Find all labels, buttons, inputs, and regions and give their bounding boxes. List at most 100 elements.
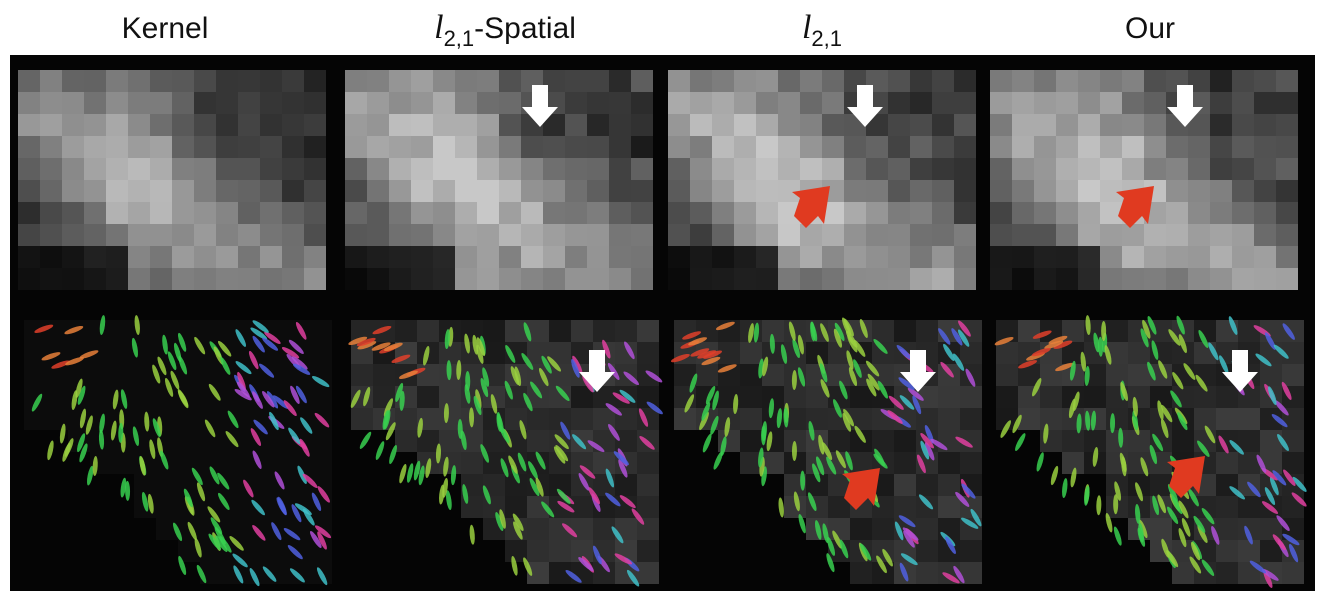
column-title: Our [1125,12,1175,45]
pixel [587,268,609,290]
pixel [345,70,367,92]
pixel [1254,268,1276,290]
pixel [690,246,712,268]
pixel [712,180,734,202]
pixel [565,136,587,158]
pixel [1172,430,1194,452]
pixel [527,540,549,562]
pixel [734,158,756,180]
pixel [417,364,439,386]
pixel [351,408,373,430]
pixel [288,562,310,584]
pixel [1106,320,1128,342]
pixel [888,202,910,224]
pixel [1100,136,1122,158]
pixel [282,70,304,92]
pixel [637,562,659,584]
pixel [800,158,822,180]
pixel [565,70,587,92]
pixel [1084,386,1106,408]
pixel [800,136,822,158]
pixel [1078,70,1100,92]
pixel [216,114,238,136]
pixel [888,92,910,114]
pixel [439,430,461,452]
pixel [778,114,800,136]
pixel [872,320,894,342]
pixel [178,430,200,452]
pixel [238,114,260,136]
pixel [62,180,84,202]
pixel [216,136,238,158]
pixel [24,408,46,430]
pixel [1254,92,1276,114]
pixel [894,452,916,474]
pixel [156,320,178,342]
pixel [960,342,982,364]
pixel [260,92,282,114]
pixel [712,202,734,224]
pixel [1012,180,1034,202]
pixel [46,386,68,408]
pixel [910,268,932,290]
pixel [1056,180,1078,202]
pixel [1210,224,1232,246]
pixel [310,386,332,408]
pixel [637,320,659,342]
pixel [734,114,756,136]
pixel [1216,562,1238,584]
column-title: l2,1-Spatial [434,9,576,51]
pixel [609,92,631,114]
pixel [637,452,659,474]
pixel [194,136,216,158]
pixel [194,202,216,224]
pixel [150,180,172,202]
pixel [499,92,521,114]
pixel [84,158,106,180]
pixel [631,114,653,136]
pixel [690,136,712,158]
pixel [18,180,40,202]
pixel [40,70,62,92]
pixel [866,268,888,290]
pixel [1012,114,1034,136]
pixel [565,268,587,290]
pixel [637,342,659,364]
pixel [1122,70,1144,92]
pixel [40,224,62,246]
pixel [690,180,712,202]
pixel [40,92,62,114]
pixel [1056,136,1078,158]
pixel [477,136,499,158]
pixel [844,224,866,246]
pixel [455,70,477,92]
pixel [888,70,910,92]
pixel [822,70,844,92]
pixel [894,496,916,518]
pixel [916,474,938,496]
pixel [778,136,800,158]
pixel [260,246,282,268]
pixel [668,114,690,136]
pixel [938,496,960,518]
pixel [609,202,631,224]
pixel [609,158,631,180]
pixel [172,158,194,180]
title-suffix: -Spatial [474,12,576,45]
pixel [1144,114,1166,136]
pixel [932,158,954,180]
pixel [866,202,888,224]
pixel [499,114,521,136]
pixel [668,246,690,268]
pixel [690,92,712,114]
pixel [850,518,872,540]
pixel [18,114,40,136]
pixel [872,518,894,540]
pixel [844,136,866,158]
pixel [822,114,844,136]
pixel [1128,408,1150,430]
pixel [505,320,527,342]
pixel [521,224,543,246]
pixel [1210,136,1232,158]
pixel [477,70,499,92]
